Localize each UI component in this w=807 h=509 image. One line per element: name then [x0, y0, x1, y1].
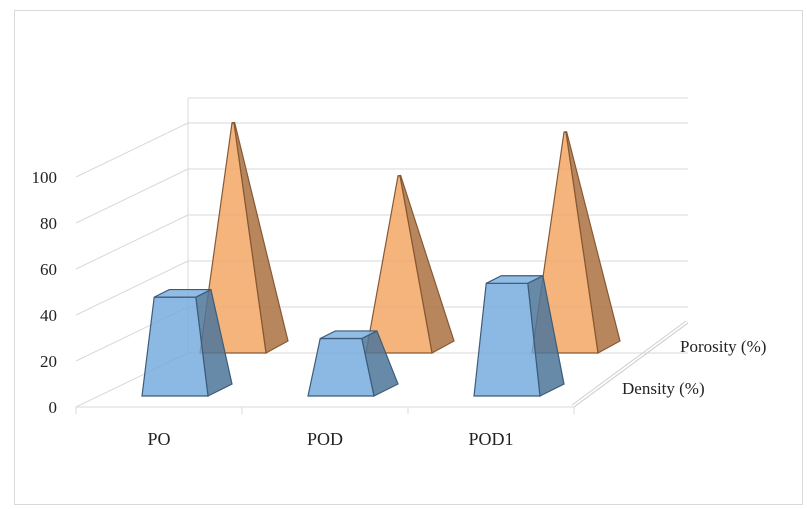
pyramid-bar — [365, 174, 455, 354]
y-tick-label: 60 — [40, 260, 57, 279]
series-depth-label: Density (%) — [622, 379, 705, 398]
series-depth-label: Porosity (%) — [680, 337, 766, 356]
depth-axis-line — [571, 320, 687, 406]
pyramid-bar — [199, 121, 289, 354]
gridline-side — [75, 214, 189, 270]
gridline-side — [75, 168, 189, 224]
y-tick-label: 20 — [40, 352, 57, 371]
gridline-side — [75, 260, 189, 316]
gridline-side — [75, 122, 189, 178]
pyramid-bar — [307, 330, 399, 397]
pyramid-bars — [141, 121, 621, 397]
x-category-label: POD — [307, 429, 343, 449]
x-category-label: PO — [147, 429, 170, 449]
x-category-labels: PO POD POD1 — [147, 429, 513, 449]
pyramid-bar — [531, 130, 621, 354]
pyramid-bar — [141, 288, 233, 397]
depth-axis-line — [573, 322, 689, 408]
axes — [75, 97, 689, 414]
y-tick-labels: 0 20 40 60 80 100 — [32, 168, 58, 417]
gridlines — [75, 122, 688, 408]
series-depth-labels: Density (%) Porosity (%) — [622, 337, 766, 398]
y-tick-label: 80 — [40, 214, 57, 233]
y-tick-label: 0 — [49, 398, 58, 417]
pyramid-bar — [473, 274, 565, 397]
y-tick-label: 40 — [40, 306, 57, 325]
y-tick-label: 100 — [32, 168, 58, 187]
x-category-label: POD1 — [468, 429, 513, 449]
